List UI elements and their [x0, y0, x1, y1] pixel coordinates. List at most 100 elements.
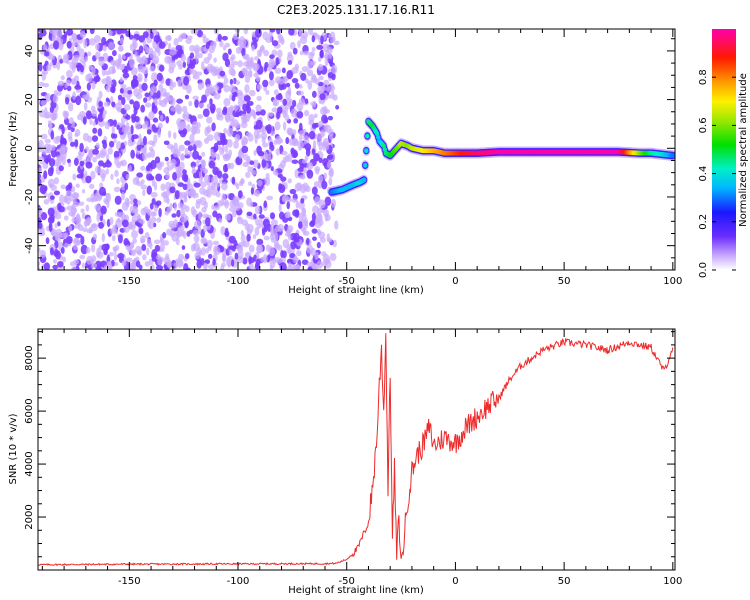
spectrogram-noise-cell	[244, 84, 250, 94]
spectrogram-noise-cell	[143, 77, 148, 83]
spectrogram-noise-cell	[194, 252, 201, 260]
spectrogram-noise-cell	[149, 31, 154, 40]
spectrogram-noise-cell	[295, 200, 299, 209]
spectrogram-noise-cell	[186, 56, 191, 65]
spectrogram-noise-cell	[64, 242, 69, 249]
spectrogram-noise-cell	[248, 181, 253, 186]
spectrogram-noise-cell	[323, 124, 329, 131]
spectrogram-noise-cell	[289, 253, 296, 259]
spectrogram-noise-cell	[243, 29, 249, 35]
spectrogram-noise-cell	[38, 247, 41, 253]
spectrogram-noise-cell	[64, 83, 68, 88]
spectrogram-noise-cell	[71, 32, 77, 42]
spectrogram-noise-cell	[163, 140, 170, 146]
spectrogram-noise-cell	[38, 62, 43, 72]
spectrogram-noise-cell	[277, 78, 285, 85]
spectrogram-noise-cell	[292, 47, 298, 55]
spectrogram-noise-cell	[323, 116, 329, 124]
spectrogram-noise-cell	[291, 77, 299, 84]
spectrogram-noise-cell	[301, 31, 309, 39]
spectrogram-noise-cell	[203, 57, 210, 64]
spectrogram-noise-cell	[169, 49, 177, 56]
signal-core	[382, 147, 387, 152]
spectrogram-noise-cell	[149, 65, 155, 72]
spectrogram-noise-cell	[149, 86, 154, 97]
spectrogram-noise-cell	[146, 152, 152, 159]
spectrogram-noise-cell	[145, 164, 151, 172]
spectrogram-noise-cell	[100, 205, 107, 215]
spectrogram-noise-cell	[121, 219, 129, 228]
spectrogram-noise-cell	[90, 105, 96, 113]
spectrogram-noise-cell	[190, 161, 197, 168]
spectrogram-noise-cell	[112, 246, 118, 252]
spectrogram-noise-cell	[323, 172, 328, 180]
spectrogram-noise-cell	[75, 95, 82, 106]
spectrogram-noise-cell	[304, 98, 309, 104]
spectrogram-noise-cell	[329, 38, 335, 44]
spectrogram-noise-cell	[192, 95, 199, 101]
spectrogram-noise-cell	[150, 72, 158, 82]
spectrogram-noise-cell	[103, 247, 108, 256]
spectrogram-noise-cell	[38, 173, 41, 180]
spectrogram-noise-cell	[328, 94, 332, 99]
spectrogram-noise-cell	[206, 125, 211, 135]
spectrogram-noise-cell	[154, 244, 161, 252]
spectrogram-noise-cell	[210, 40, 217, 50]
spectrogram-noise-cell	[108, 41, 115, 51]
spectrogram-noise-cell	[221, 193, 226, 202]
spectrogram-noise-cell	[212, 85, 220, 92]
spectrogram-noise-cell	[79, 31, 87, 38]
spectrogram-noise-cell	[148, 221, 154, 230]
spectrogram-noise-cell	[81, 189, 86, 194]
spectrogram-noise-cell	[53, 40, 60, 50]
spectrogram-noise-cell	[97, 128, 103, 137]
spectrogram-noise-cell	[135, 176, 140, 184]
spectrogram-noise-cell	[311, 47, 316, 52]
spectrogram-noise-cell	[85, 146, 90, 152]
colorbar: 0.0 0.2 0.4 0.6 0.8 Normalized spectral ampl…	[698, 29, 749, 278]
spectrogram-noise-cell	[45, 237, 50, 245]
spectrogram-noise-cell	[112, 228, 119, 235]
spectrogram-noise-cell	[274, 225, 281, 232]
spectrogram-noise-cell	[262, 218, 270, 227]
snr-x-axis: -150 -100 -50 0 50 100	[41, 329, 682, 587]
spectrogram-noise-cell	[220, 226, 226, 236]
spectrogram-noise-cell	[110, 227, 114, 235]
spectrogram-noise-cell	[81, 262, 86, 269]
spectrogram-noise-cell	[105, 85, 111, 93]
spectrogram-noise-cell	[165, 115, 170, 124]
spectrogram-noise-cell	[138, 83, 143, 90]
spectrogram-noise-cell	[329, 252, 337, 262]
spectrogram-noise-cell	[222, 173, 229, 180]
spectrogram-noise-cell	[201, 151, 206, 157]
spectrogram-noise-cell	[156, 72, 163, 82]
spectrogram-noise-cell	[184, 221, 189, 229]
spectrogram-noise-cell	[269, 130, 276, 137]
spectrogram-x-tick-label: -100	[227, 276, 250, 287]
spectrogram-noise-cell	[326, 161, 332, 169]
spectrogram-noise-cell	[218, 218, 223, 224]
spectrogram-noise-cell	[173, 219, 179, 227]
spectrogram-noise-cell	[182, 61, 187, 68]
spectrogram-noise-cell	[142, 151, 148, 161]
spectrogram-noise-cell	[322, 260, 328, 267]
spectrogram-noise-cell	[205, 217, 211, 227]
spectrogram-noise-cell	[110, 29, 118, 32]
spectrogram-noise-cell	[108, 66, 116, 75]
spectrogram-noise-cell	[88, 226, 93, 234]
spectrogram-noise-cell	[65, 69, 73, 78]
colorbar-tick-label: 0.2	[698, 214, 709, 230]
spectrogram-noise-cell	[327, 154, 334, 160]
spectrogram-noise-cell	[107, 29, 113, 37]
spectrogram-noise-cell	[224, 213, 231, 221]
spectrogram-noise-cell	[40, 100, 47, 106]
spectrogram-noise-cell	[306, 262, 314, 267]
spectrogram-noise-cell	[237, 60, 244, 68]
spectrogram-noise-cell	[213, 245, 218, 255]
spectrogram-noise-cell	[153, 239, 161, 245]
spectrogram-noise-cell	[322, 158, 329, 167]
spectrogram-noise-cell	[292, 99, 297, 108]
spectrogram-noise-cell	[140, 104, 146, 113]
spectrogram-noise-cell	[317, 207, 323, 214]
spectrogram-noise-cell	[177, 48, 183, 55]
